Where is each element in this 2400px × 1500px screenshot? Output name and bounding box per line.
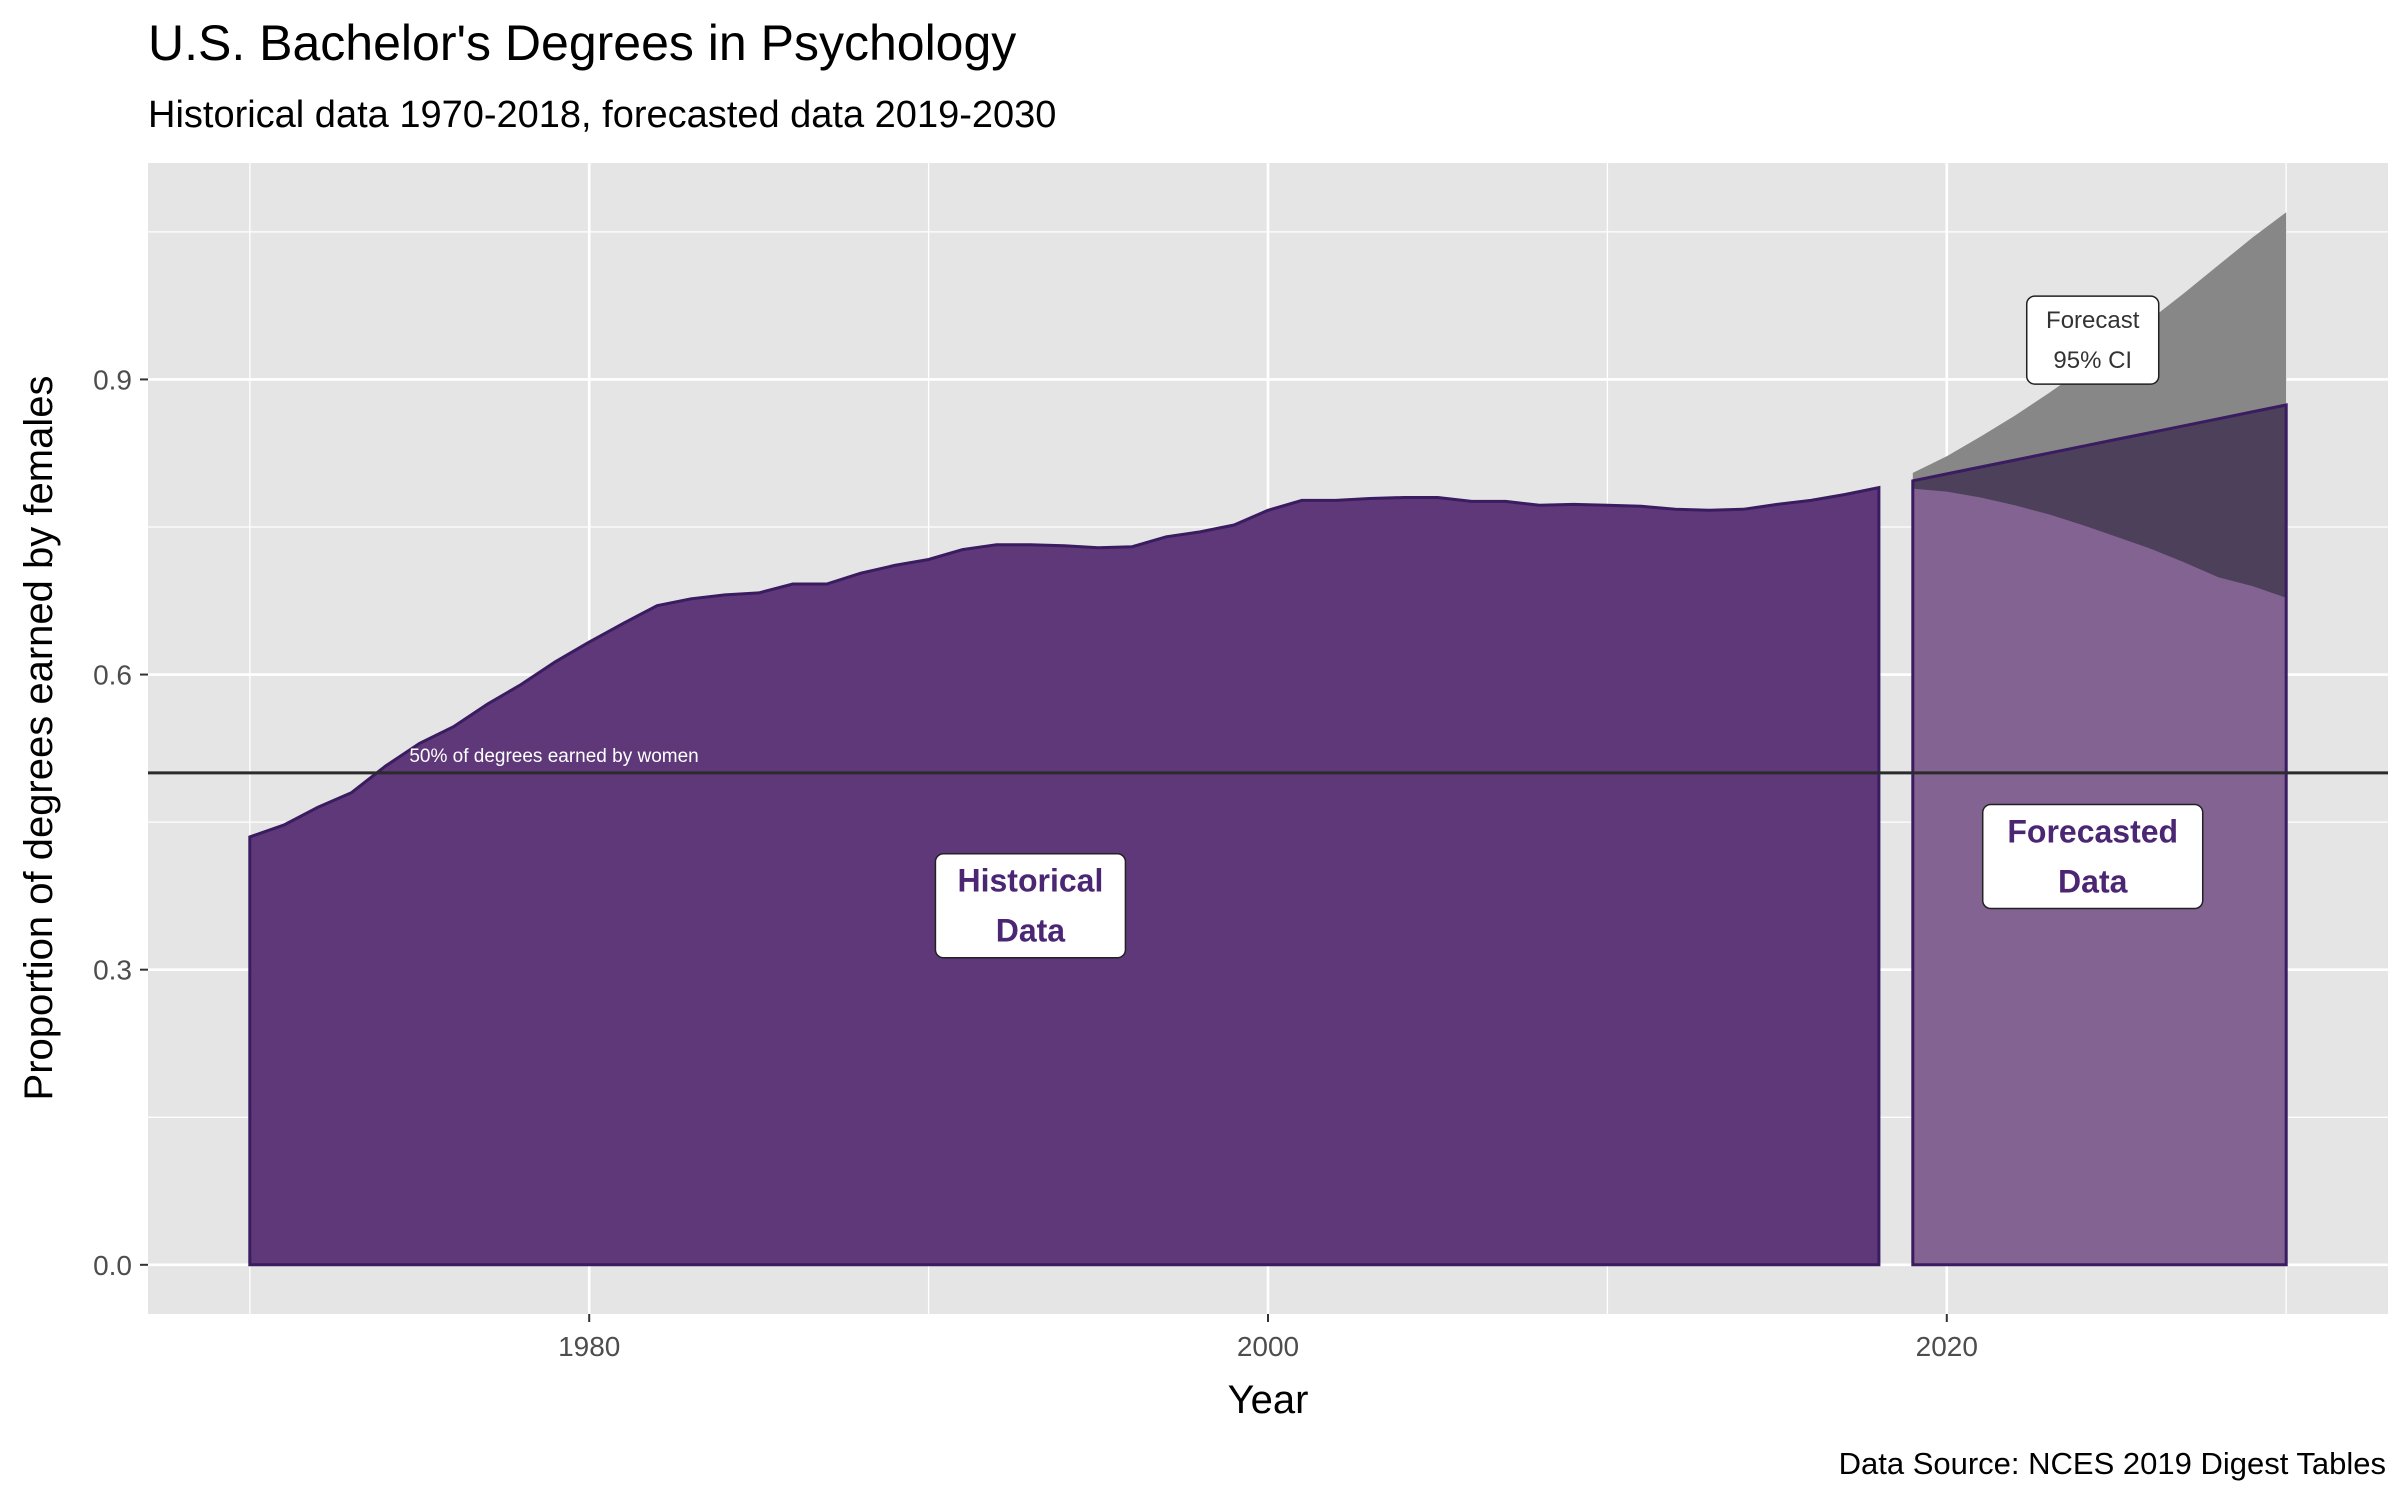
forecast-ci-overlap <box>1912 405 2287 598</box>
tick-labels: 0.0 0.3 0.6 0.9 1980 2000 2020 <box>93 364 1978 1362</box>
forecasted-data-label-text: Data <box>2058 864 2128 900</box>
y-tick-label: 0.3 <box>93 955 132 986</box>
forecast-outline <box>1911 403 2288 1267</box>
forecast-ci-label-box <box>2025 295 2160 385</box>
y-axis-title: Proportion of degrees earned by females <box>17 376 61 1101</box>
x-tick-label: 2000 <box>1237 1331 1299 1362</box>
chart-subtitle: Historical data 1970-2018, forecasted da… <box>148 94 1056 136</box>
y-tick-label: 0.6 <box>93 660 132 691</box>
forecasted-data-label-box <box>1981 803 2204 910</box>
chart-title: U.S. Bachelor's Degrees in Psychology <box>148 15 1016 71</box>
historical-data-label-text: Historical <box>958 863 1104 899</box>
reference-line-label: 50% of degrees earned by women <box>409 746 698 767</box>
historical-data-label-text: Data <box>996 913 1066 949</box>
forecast-ci-label-text: 95% CI <box>2053 347 2132 374</box>
y-tick-label: 0.9 <box>93 364 132 395</box>
historical-data-label-box <box>934 852 1127 959</box>
forecasted-data-label-text: Forecasted <box>2007 814 2178 850</box>
chart-caption: Data Source: NCES 2019 Digest Tables <box>1839 1446 2386 1481</box>
x-tick-label: 1980 <box>558 1331 620 1362</box>
x-tick-label: 2020 <box>1916 1331 1978 1362</box>
x-axis-title: Year <box>1228 1378 1309 1422</box>
reference-layer: 50% of degrees earned by women <box>148 746 2388 775</box>
annotation-layer: Historical Data Forecasted Data Forecast 95% … <box>934 295 2204 959</box>
y-tick-label: 0.0 <box>93 1250 132 1281</box>
forecast-ci-label-text: Forecast <box>2046 307 2140 334</box>
